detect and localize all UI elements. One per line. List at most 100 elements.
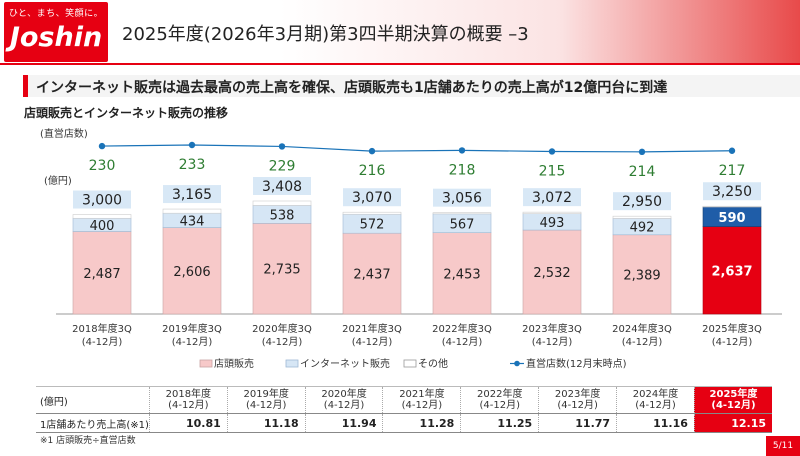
store-count-point [728,147,736,154]
chart-subtitle: 店頭販売とインターネット販売の推移 [24,106,229,120]
total-label-box [163,185,221,204]
bar-other [252,200,312,206]
table-col-header: 2024年度 (4-12月) [616,386,695,414]
bar-store-sales [252,223,312,315]
footnote: ※1 店頭販売÷直営店数 [40,436,136,446]
store-count-label: 217 [719,163,746,179]
table-cell: 11.94 [304,413,383,433]
x-tick-label: 2021年度3Q [342,322,402,335]
total-label: 3,408 [262,179,302,195]
table-cell: 11.28 [382,413,461,433]
table-row-label: 1店舗あたり売上高(※1) [36,413,150,433]
sales-unit-label: (億円) [44,176,72,187]
x-tick-sublabel: (4-12月) [532,336,573,348]
store-count-label: 218 [449,162,476,178]
bar-other [162,208,222,214]
bar-other [432,212,492,215]
bar-label-internet-sales: 493 [540,216,565,231]
store-count-point [98,142,106,150]
total-label: 3,000 [82,193,122,209]
store-count-line [101,144,733,153]
bar-label-store-sales: 2,453 [443,267,480,282]
table-cell: 12.15 [693,413,772,433]
page-number: 5/11 [766,436,800,456]
store-count-point [278,143,286,150]
header-divider [0,63,800,65]
total-label: 3,056 [442,191,482,207]
legend-label: 店頭販売 [214,357,254,370]
x-tick-label: 2019年度3Q [162,322,222,335]
x-tick-sublabel: (4-12月) [352,336,393,348]
table-col-header: 2022年度 (4-12月) [460,386,539,414]
bar-store-sales [702,226,762,315]
bar-store-sales [522,229,582,315]
headline-text: インターネット販売は過去最高の売上高を確保、店頭販売も1店舗あたりの売上高が12… [36,80,668,96]
bar-label-internet-sales: 567 [450,217,475,232]
bar-other [612,215,672,219]
joshin-logo: ひと、まち、笑顔に。 Joshin [4,2,108,62]
table-cell: 10.81 [148,413,228,433]
bar-store-sales [162,227,222,315]
table-col-header: 2018年度 (4-12月) [148,386,228,414]
x-tick-label: 2022年度3Q [432,322,492,335]
sales-chart: 2,4874003,0002302018年度3Q(4-12月)2,6064343… [56,141,782,370]
total-label-box [253,177,311,195]
legend-line-marker [514,360,520,367]
x-tick-label: 2023年度3Q [522,322,582,335]
table-unit: (億円) [36,386,150,414]
x-tick-sublabel: (4-12月) [442,336,483,348]
table-cell: 11.16 [616,413,695,433]
store-count-label: 215 [539,163,566,179]
store-count-label: 230 [89,158,116,174]
x-tick-sublabel: (4-12月) [712,336,753,348]
table-cell: 11.18 [226,413,306,433]
x-tick-label: 2025年度3Q [702,322,762,335]
table-col-header: 2019年度 (4-12月) [226,386,306,414]
headline-box: インターネット販売は過去最高の売上高を確保、店頭販売も1店舗あたりの売上高が12… [23,75,800,97]
total-label-box [73,190,131,209]
store-count-label: 214 [629,164,656,180]
per-store-sales-table: (億円) 2018年度 (4-12月) 2019年度 (4-12月) 2020年度 (… [36,386,772,433]
header-bar [0,0,800,64]
legend-label: インターネット販売 [300,357,390,370]
bar-store-sales [432,232,492,315]
table-cell: 11.25 [460,413,539,433]
table-row: 1店舗あたり売上高(※1) 10.81 11.18 11.94 11.28 11.25 11… [36,413,772,433]
legend-swatch [403,359,417,368]
legend-label: 直営店数(12月末時点) [526,357,627,370]
x-tick-sublabel: (4-12月) [262,336,303,348]
bar-label-internet-sales: 434 [180,214,205,229]
store-count-point [638,148,646,156]
bar-label-store-sales: 2,437 [353,268,390,283]
bar-label-store-sales: 2,389 [623,268,660,283]
bar-other [522,211,582,214]
bar-store-sales [72,231,132,315]
legend-swatch [285,359,299,368]
bar-store-sales [342,232,402,315]
x-tick-sublabel: (4-12月) [82,336,123,348]
total-label: 3,072 [532,190,572,206]
x-tick-label: 2020年度3Q [252,322,312,335]
total-label-box [613,192,671,211]
store-count-label: 216 [359,163,386,179]
bar-store-sales [612,234,672,315]
total-label-box [703,182,761,201]
total-label-box [433,188,491,207]
x-tick-sublabel: (4-12月) [622,336,663,348]
bar-other [342,211,402,215]
bar-label-internet-sales: 590 [718,211,745,226]
store-count-point [458,147,466,154]
store-count-point [188,141,196,149]
total-label-box [343,188,401,207]
bar-label-store-sales: 2,637 [711,264,752,279]
x-tick-label: 2018年度3Q [72,322,132,335]
table-header-row: (億円) 2018年度 (4-12月) 2019年度 (4-12月) 2020年度 (… [36,386,772,414]
store-count-point [368,147,376,155]
table-col-header: 2025年度 (4-12月) [693,386,772,414]
total-label: 3,250 [712,184,752,200]
total-label: 3,070 [352,190,392,206]
total-label-box [523,188,581,207]
store-count-label: 233 [179,157,206,173]
total-label: 3,165 [172,187,212,203]
bar-label-internet-sales: 492 [630,221,655,236]
